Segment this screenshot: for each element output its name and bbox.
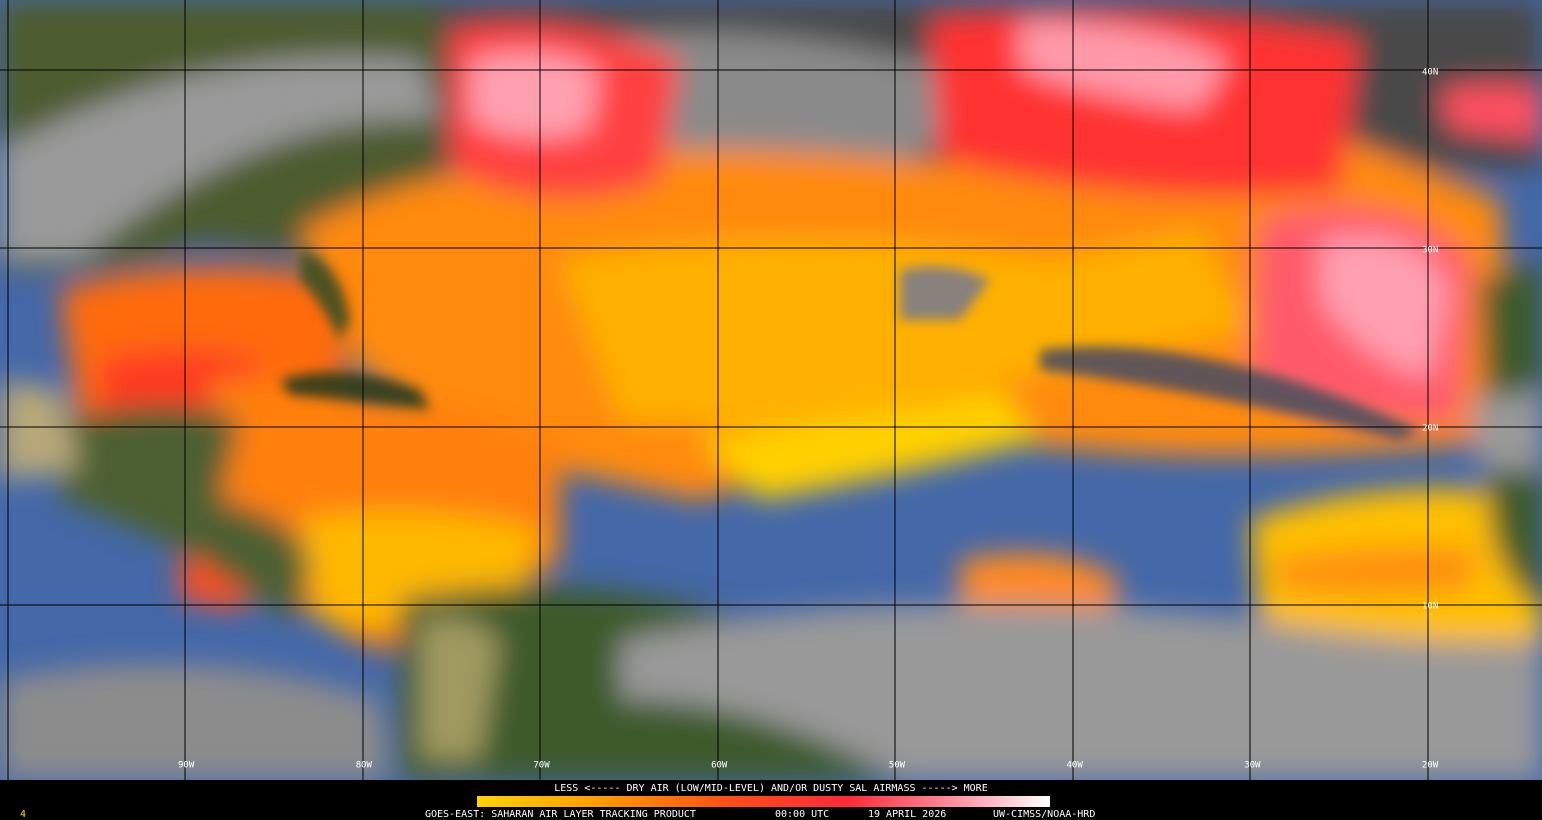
latitude-label: 40N — [1422, 68, 1438, 78]
product-name: GOES-EAST: SAHARAN AIR LAYER TRACKING PR… — [425, 809, 696, 820]
time: 00:00 UTC — [775, 809, 829, 820]
imagery — [0, 0, 1542, 780]
corner-label: 4 — [20, 809, 26, 820]
latitude-label: 20N — [1422, 424, 1438, 434]
longitude-label: 30W — [1244, 761, 1261, 771]
color-scale — [477, 796, 1050, 807]
credit: UW-CIMSS/NOAA-HRD — [993, 809, 1095, 820]
lat-lon-grid — [0, 0, 1542, 780]
longitude-label: 90W — [178, 761, 195, 771]
latitude-label: 10N — [1422, 602, 1438, 612]
date: 19 APRIL 2026 — [868, 809, 946, 820]
longitude-label: 80W — [356, 761, 373, 771]
legend-caption: LESS <----- DRY AIR (LOW/MID-LEVEL) AND/… — [554, 783, 987, 794]
longitude-label: 70W — [533, 761, 550, 771]
latitude-label: 30N — [1422, 246, 1438, 256]
longitude-label: 50W — [889, 761, 906, 771]
longitude-label: 60W — [711, 761, 728, 771]
longitude-label: 40W — [1067, 761, 1084, 771]
longitude-label: 20W — [1422, 761, 1439, 771]
